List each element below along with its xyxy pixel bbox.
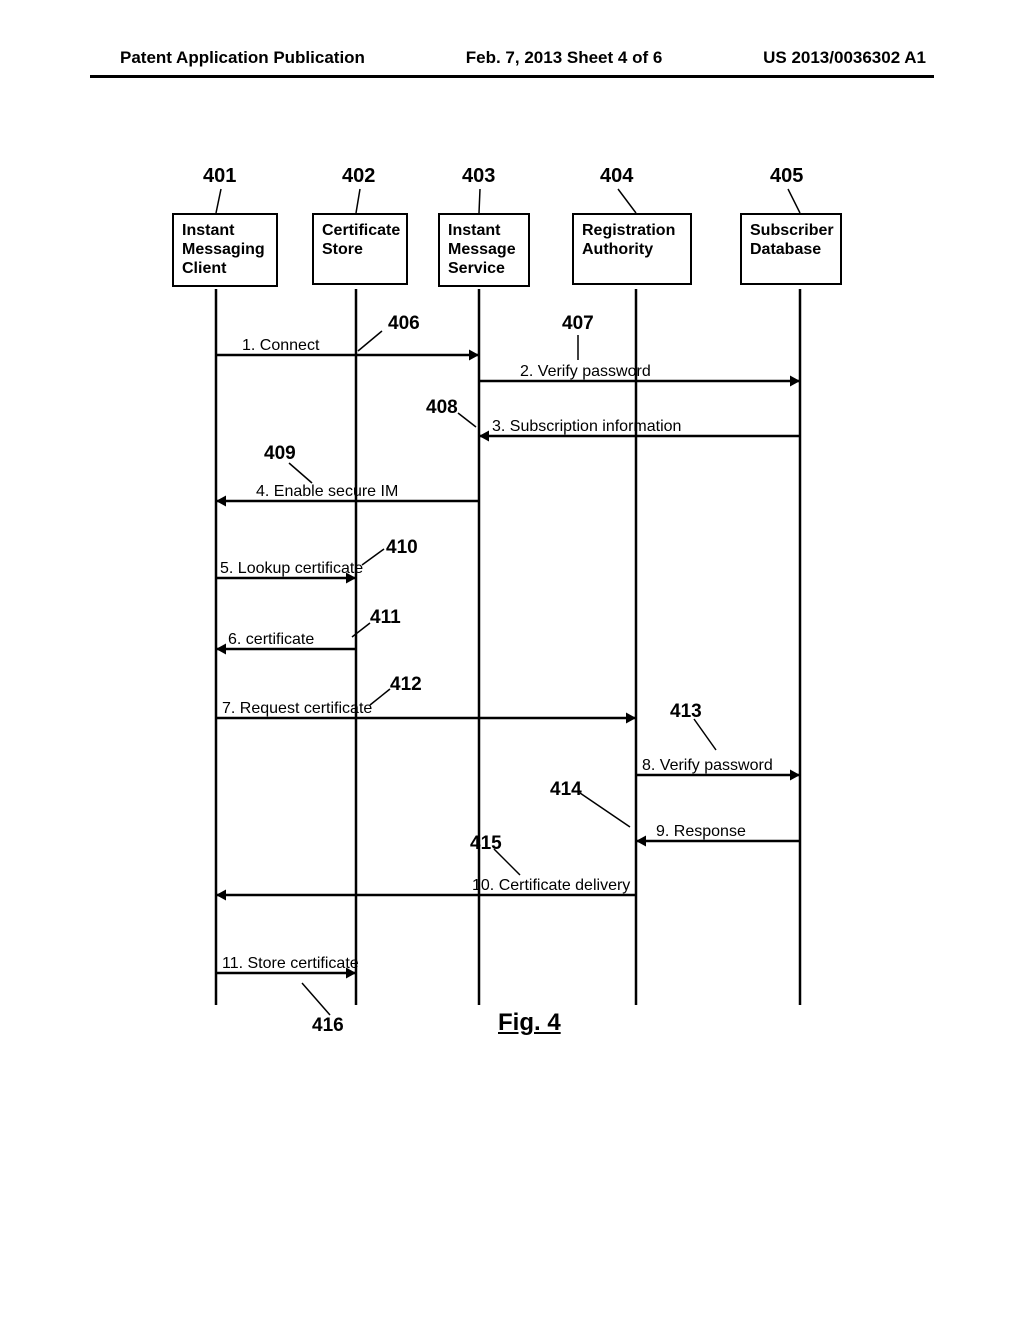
msg-label-4: 4. Enable secure IM — [256, 483, 398, 501]
sequence-diagram: Fig. 4 401 InstantMessagingClient 402 Certi… — [0, 165, 1024, 1065]
page: Patent Application Publication Feb. 7, 2… — [0, 0, 1024, 1320]
msg-label-2: 2. Verify password — [520, 363, 651, 381]
refnum-403: 403 — [462, 165, 495, 188]
refnum-416: 416 — [312, 1015, 344, 1037]
leadline-408 — [458, 413, 476, 427]
msg-label-11: 11. Store certificate — [222, 955, 359, 973]
refnum-406: 406 — [388, 313, 420, 335]
leadline-412 — [370, 689, 390, 705]
header-center: Feb. 7, 2013 Sheet 4 of 6 — [466, 48, 663, 68]
refnum-409: 409 — [264, 443, 296, 465]
refnum-408: 408 — [426, 397, 458, 419]
refnum-402: 402 — [342, 165, 375, 188]
participant-p5: SubscriberDatabase — [740, 213, 842, 285]
participant-p4: RegistrationAuthority — [572, 213, 692, 285]
msg-label-5: 5. Lookup certificate — [220, 560, 363, 578]
refnum-414: 414 — [550, 779, 582, 801]
leadline-413 — [694, 719, 716, 750]
leadline-414 — [580, 793, 630, 827]
refnum-411: 411 — [370, 607, 401, 629]
leadline-416 — [302, 983, 330, 1015]
msg-label-1: 1. Connect — [242, 337, 319, 355]
msg-label-7: 7. Request certificate — [222, 700, 372, 718]
participant-p1: InstantMessagingClient — [172, 213, 278, 287]
header-right: US 2013/0036302 A1 — [763, 48, 926, 68]
participant-p3: InstantMessageService — [438, 213, 530, 287]
header-rule — [90, 75, 934, 78]
page-header: Patent Application Publication Feb. 7, 2… — [0, 48, 1024, 68]
refnum-405: 405 — [770, 165, 803, 188]
refnum-415: 415 — [470, 833, 502, 855]
refnum-412: 412 — [390, 674, 422, 696]
msg-label-9: 9. Response — [656, 823, 746, 841]
refnum-401: 401 — [203, 165, 236, 188]
header-left: Patent Application Publication — [120, 48, 365, 68]
refnum-404: 404 — [600, 165, 633, 188]
figure-label: Fig. 4 — [498, 1009, 561, 1037]
leadline-406 — [358, 331, 382, 351]
msg-label-3: 3. Subscription information — [492, 418, 681, 436]
leadline-410 — [362, 549, 384, 565]
refnum-407: 407 — [562, 313, 594, 335]
msg-label-6: 6. certificate — [228, 631, 314, 649]
refnum-413: 413 — [670, 701, 702, 723]
msg-label-10: 10. Certificate delivery — [472, 877, 630, 895]
refnum-410: 410 — [386, 537, 418, 559]
leadline-411 — [352, 623, 370, 637]
participant-p2: CertificateStore — [312, 213, 408, 285]
leadline-409 — [289, 463, 312, 483]
msg-label-8: 8. Verify password — [642, 757, 773, 775]
